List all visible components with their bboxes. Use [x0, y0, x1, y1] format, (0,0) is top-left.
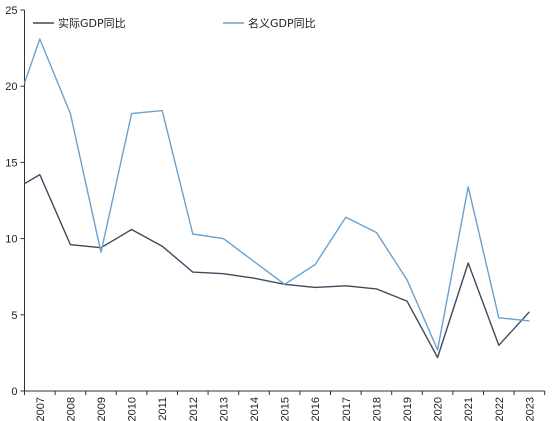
x-tick-label: 2021 [463, 397, 475, 421]
x-tick-label: 2017 [341, 397, 353, 421]
x-tick-label: 2011 [157, 397, 169, 421]
legend-item-real-gdp: 实际GDP同比 [33, 16, 126, 30]
x-tick-label: 2016 [310, 397, 322, 421]
y-tick-label: 20 [5, 81, 17, 93]
series-line-nominal-gdp [23, 38, 530, 351]
legend-label-nominal-gdp: 名义GDP同比 [248, 16, 316, 30]
x-tick-label: 2012 [188, 397, 200, 421]
x-tick-label: 2023 [524, 397, 536, 421]
legend-label-real-gdp: 实际GDP同比 [58, 16, 126, 30]
x-tick-label: 2009 [96, 397, 108, 421]
x-tick-label: 2019 [402, 397, 414, 421]
y-tick-label: 0 [11, 386, 17, 398]
x-tick-label: 2007 [35, 397, 47, 421]
x-tick-label: 2008 [65, 397, 77, 421]
x-tick-label: 2010 [127, 397, 139, 421]
legend: 实际GDP同比 名义GDP同比 [33, 16, 316, 30]
y-axis-ticks: 0 5 10 15 20 25 [5, 5, 25, 398]
x-tick-label: 2018 [371, 397, 383, 421]
x-axis-ticks: 2007 2008 2009 2010 2011 2012 2013 2014 2015 2016… [24, 391, 546, 421]
x-tick-label: 2015 [280, 397, 292, 421]
x-tick-label: 2013 [218, 397, 230, 421]
y-tick-label: 5 [11, 310, 17, 322]
axes [24, 10, 545, 392]
legend-item-nominal-gdp: 名义GDP同比 [223, 16, 316, 30]
series-lines [23, 38, 530, 359]
y-tick-label: 10 [5, 234, 17, 246]
y-tick-label: 15 [5, 157, 17, 169]
series-line-real-gdp [24, 173, 530, 359]
x-tick-label: 2020 [433, 397, 445, 421]
x-tick-label: 2014 [249, 397, 261, 421]
y-tick-label: 25 [5, 5, 17, 17]
x-tick-label: 2022 [494, 397, 506, 421]
